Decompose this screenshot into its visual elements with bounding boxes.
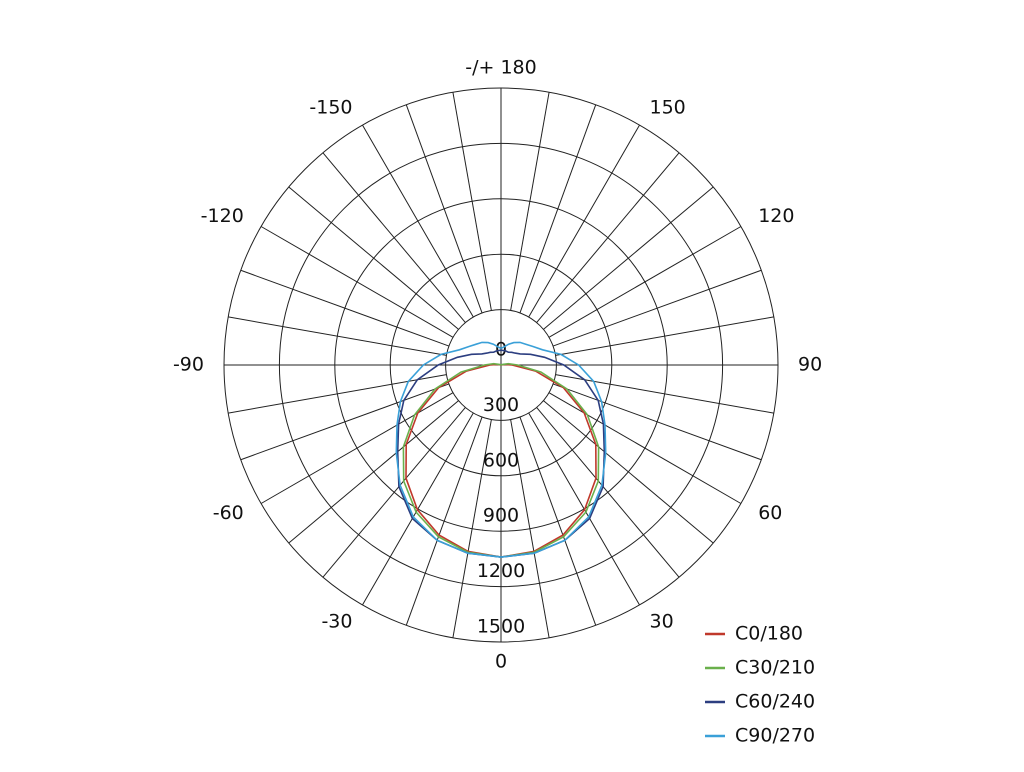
legend-label: C90/270: [735, 725, 815, 747]
ring: [445, 309, 557, 421]
r-tick-label: 0: [495, 339, 507, 361]
r-tick-label: 600: [483, 449, 519, 471]
ring: [223, 87, 779, 643]
legend-label: C0/180: [735, 623, 803, 645]
theta-tick-label: 0: [495, 651, 507, 673]
theta-tick-label: 150: [650, 96, 686, 118]
theta-tick-label: 90: [798, 354, 822, 376]
theta-tick-label: -60: [213, 502, 244, 524]
ring: [389, 253, 613, 477]
theta-tick-label: -30: [321, 611, 352, 633]
legend-label: C60/240: [735, 691, 815, 713]
ring: [334, 198, 668, 532]
r-tick-label: 1500: [477, 616, 525, 638]
theta-tick-label: -120: [201, 205, 244, 227]
theta-tick-label: 60: [758, 502, 782, 524]
r-tick-label: 1200: [477, 560, 525, 582]
theta-tick-label: -/+ 180: [465, 57, 536, 79]
theta-tick-label: 120: [758, 205, 794, 227]
theta-tick-label: -90: [173, 354, 204, 376]
theta-tick-label: -150: [309, 96, 352, 118]
r-tick-label: 900: [483, 505, 519, 527]
series-line: [395, 341, 607, 558]
legend-label: C30/210: [735, 657, 815, 679]
ring: [278, 142, 724, 588]
r-tick-label: 300: [483, 394, 519, 416]
theta-tick-label: 30: [650, 611, 674, 633]
